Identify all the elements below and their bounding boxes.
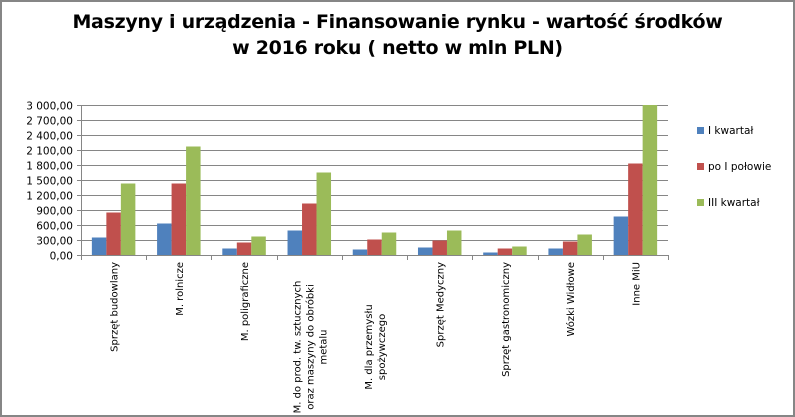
bar-po-i-po-owie: [628, 163, 643, 255]
bar-po-i-po-owie: [562, 241, 578, 255]
category-label: Sprzęt Medyczny: [436, 262, 447, 347]
category-label: Sprzęt gastronomiczny: [501, 262, 512, 377]
bar-po-i-po-owie: [367, 239, 382, 255]
bar-i-kwarta-: [548, 248, 563, 255]
y-tick-label: 2 700,00: [26, 116, 73, 128]
legend-item-iii-kwartal: III kwartał: [697, 196, 771, 209]
category-label: M. dla przemysłu: [364, 304, 375, 389]
category-label: Wózki Widłowe: [565, 262, 577, 337]
chart-title: Maszyny i urządzenia - Finansowanie rynk…: [0, 9, 795, 61]
bar-iii-kwarta-: [186, 146, 201, 255]
bar-iii-kwarta-: [512, 246, 527, 255]
legend-label: I kwartał: [708, 124, 754, 137]
bar-iii-kwarta-: [577, 234, 592, 255]
bar-iii-kwarta-: [316, 172, 332, 255]
y-tick-label: 900,00: [36, 206, 73, 218]
bar-iii-kwarta-: [381, 232, 397, 255]
bar-iii-kwarta-: [251, 236, 266, 255]
category-label: metalu: [318, 329, 329, 364]
legend-swatch-green-icon: [697, 199, 704, 206]
category-label: M. do prod. tw. sztucznych: [292, 281, 303, 414]
bar-iii-kwarta-: [120, 183, 136, 255]
chart-title-line-1: Maszyny i urządzenia - Finansowanie rynk…: [72, 11, 723, 33]
bar-iii-kwarta-: [642, 105, 658, 255]
bar-i-kwarta-: [222, 248, 237, 255]
legend: I kwartał po I połowie III kwartał: [697, 125, 771, 233]
legend-label: III kwartał: [708, 196, 760, 209]
legend-swatch-red-icon: [697, 163, 704, 170]
category-label: M. poligraficzne: [240, 262, 251, 341]
bar-iii-kwarta-: [446, 230, 462, 255]
bar-po-i-po-owie: [432, 240, 447, 255]
bar-i-kwarta-: [91, 237, 107, 255]
legend-label: po I połowie: [708, 160, 772, 173]
bar-po-i-po-owie: [236, 242, 252, 255]
y-tick-label: 600,00: [36, 221, 73, 233]
legend-item-po-i-polowie: po I połowie: [697, 160, 772, 173]
category-label: Inne MiU: [631, 262, 642, 306]
bar-i-kwarta-: [352, 249, 368, 255]
y-tick-label: 300,00: [36, 236, 73, 248]
category-label: spożywczego: [377, 314, 388, 380]
y-tick-label: 1 500,00: [26, 176, 73, 188]
chart-title-line-2: w 2016 roku ( netto w mln PLN): [232, 37, 563, 59]
bar-i-kwarta-: [287, 230, 303, 255]
bar-i-kwarta-: [483, 252, 498, 255]
category-label: oraz maszyny do obróbki: [304, 284, 316, 410]
y-tick-label: 3 000,00: [26, 101, 73, 113]
category-label: M. rolnicze: [175, 262, 186, 316]
y-tick-label: 0,00: [50, 251, 73, 263]
y-tick-label: 2 100,00: [26, 146, 73, 158]
bar-po-i-po-owie: [106, 212, 121, 255]
bar-po-i-po-owie: [497, 248, 513, 255]
bar-i-kwarta-: [157, 223, 172, 255]
bar-i-kwarta-: [613, 216, 629, 255]
y-tick-label: 1 800,00: [26, 161, 73, 173]
y-tick-label: 1 200,00: [26, 191, 73, 203]
category-label: Sprzęt budowlany: [110, 262, 121, 352]
bar-po-i-po-owie: [171, 183, 187, 255]
legend-swatch-blue-icon: [697, 127, 704, 134]
y-tick-label: 2 400,00: [26, 131, 73, 143]
legend-item-i-kwartal: I kwartał: [697, 124, 771, 137]
bar-i-kwarta-: [417, 247, 433, 255]
bar-po-i-po-owie: [302, 203, 317, 255]
